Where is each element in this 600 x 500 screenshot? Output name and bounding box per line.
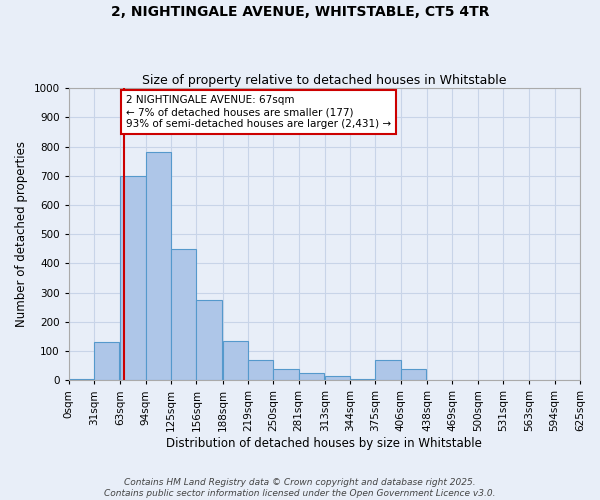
Bar [223,341,248,380]
Text: 2, NIGHTINGALE AVENUE, WHITSTABLE, CT5 4TR: 2, NIGHTINGALE AVENUE, WHITSTABLE, CT5 4… [111,5,489,19]
Text: Contains HM Land Registry data © Crown copyright and database right 2025.
Contai: Contains HM Land Registry data © Crown c… [104,478,496,498]
Bar [299,373,324,380]
Bar [120,176,146,380]
Bar [196,300,221,380]
Bar [401,368,426,380]
Bar [94,342,119,380]
Bar [350,379,376,380]
Bar [171,249,196,380]
Text: 2 NIGHTINGALE AVENUE: 67sqm
← 7% of detached houses are smaller (177)
93% of sem: 2 NIGHTINGALE AVENUE: 67sqm ← 7% of deta… [126,96,391,128]
Title: Size of property relative to detached houses in Whitstable: Size of property relative to detached ho… [142,74,506,87]
X-axis label: Distribution of detached houses by size in Whitstable: Distribution of detached houses by size … [166,437,482,450]
Bar [325,376,350,380]
Bar [146,152,171,380]
Bar [248,360,273,380]
Bar [376,360,401,380]
Bar [273,368,299,380]
Bar [69,379,94,380]
Y-axis label: Number of detached properties: Number of detached properties [15,141,28,327]
